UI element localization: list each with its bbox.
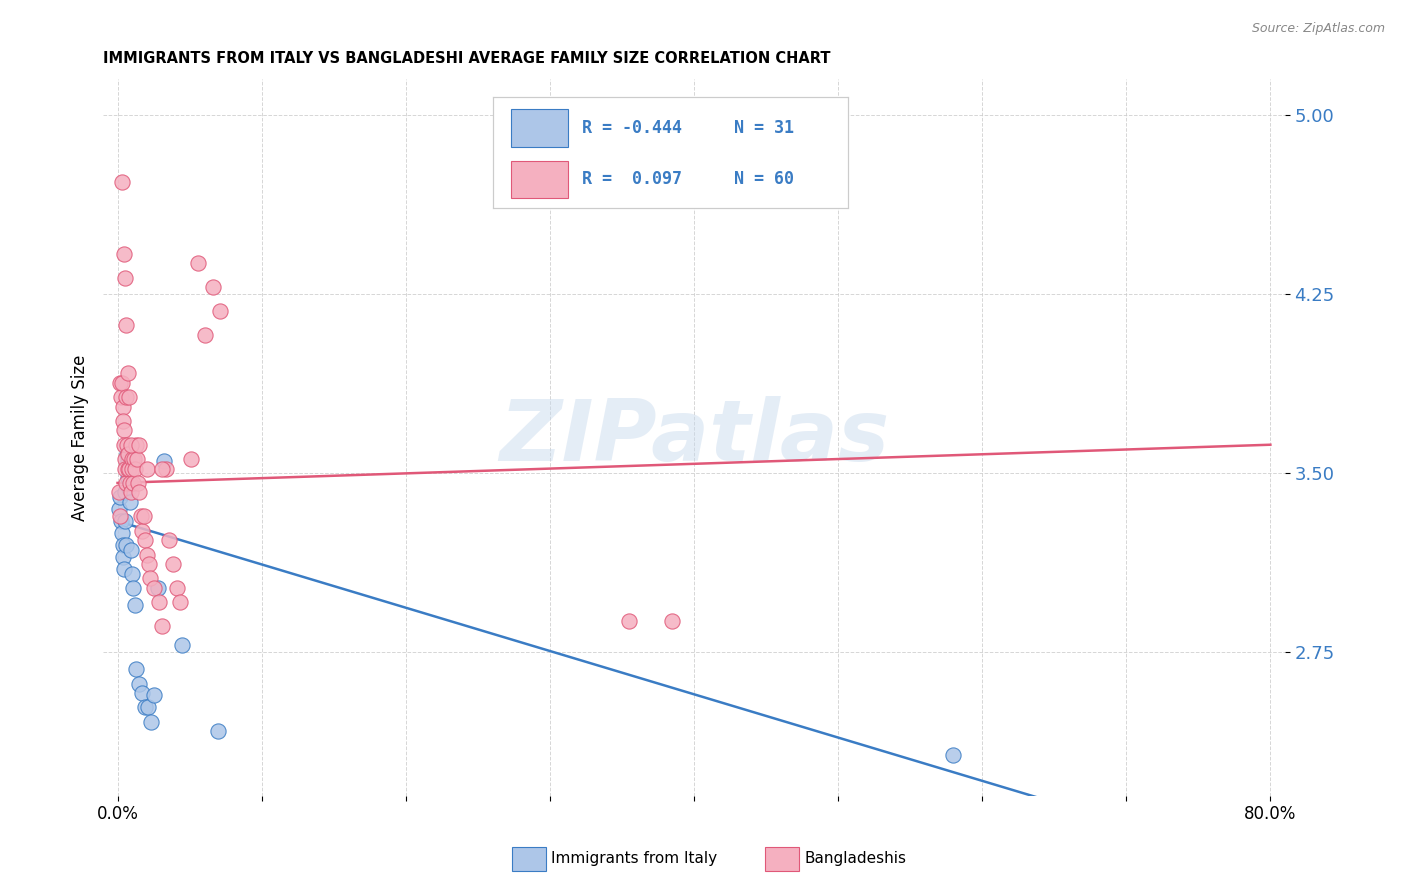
Point bbox=[117, 454, 139, 468]
Point bbox=[120, 438, 142, 452]
Point bbox=[117, 447, 139, 461]
Point bbox=[155, 461, 177, 475]
Point bbox=[110, 376, 132, 390]
Point bbox=[128, 485, 150, 500]
Point bbox=[117, 471, 139, 485]
Point bbox=[122, 581, 145, 595]
Point bbox=[617, 615, 640, 629]
Point bbox=[207, 724, 229, 739]
Text: Immigrants from Italy: Immigrants from Italy bbox=[551, 851, 717, 866]
Point bbox=[142, 689, 165, 703]
Point bbox=[110, 514, 132, 528]
Point bbox=[128, 438, 150, 452]
Point bbox=[131, 524, 153, 538]
Point bbox=[114, 461, 136, 475]
Point bbox=[111, 526, 134, 541]
Point bbox=[115, 538, 138, 552]
Point bbox=[131, 686, 153, 700]
Point bbox=[118, 481, 141, 495]
Point bbox=[121, 566, 143, 581]
Point bbox=[111, 414, 134, 428]
Point bbox=[111, 400, 134, 414]
Point bbox=[128, 676, 150, 690]
Point bbox=[120, 485, 142, 500]
Point bbox=[115, 447, 138, 461]
Point bbox=[120, 542, 142, 557]
Point bbox=[124, 438, 146, 452]
Point bbox=[143, 581, 166, 595]
Point bbox=[201, 280, 224, 294]
Point bbox=[118, 390, 141, 404]
Y-axis label: Average Family Size: Average Family Size bbox=[72, 354, 89, 521]
Point bbox=[187, 256, 209, 270]
Point bbox=[129, 509, 152, 524]
Point bbox=[114, 514, 136, 528]
Point bbox=[162, 557, 184, 571]
Point bbox=[134, 700, 156, 714]
Point bbox=[111, 376, 134, 390]
Point bbox=[122, 475, 145, 490]
Point bbox=[112, 549, 135, 564]
Point bbox=[152, 454, 174, 468]
Point bbox=[114, 270, 136, 285]
Point bbox=[194, 327, 217, 342]
Point bbox=[115, 475, 138, 490]
Point bbox=[139, 571, 162, 585]
Point bbox=[139, 714, 162, 729]
Point bbox=[117, 366, 139, 380]
Point bbox=[108, 485, 131, 500]
Point bbox=[136, 700, 159, 714]
Point bbox=[127, 475, 149, 490]
Point bbox=[110, 490, 132, 504]
Point bbox=[208, 304, 231, 318]
Point bbox=[136, 461, 159, 475]
Point bbox=[112, 246, 135, 260]
Point bbox=[942, 748, 965, 763]
Text: IMMIGRANTS FROM ITALY VS BANGLADESHI AVERAGE FAMILY SIZE CORRELATION CHART: IMMIGRANTS FROM ITALY VS BANGLADESHI AVE… bbox=[103, 51, 831, 66]
Point bbox=[121, 461, 143, 475]
Point bbox=[114, 438, 136, 452]
Point bbox=[112, 423, 135, 437]
Point bbox=[114, 485, 136, 500]
Point bbox=[150, 461, 173, 475]
Point bbox=[124, 598, 146, 612]
Point bbox=[138, 557, 160, 571]
Point bbox=[114, 452, 136, 467]
Point bbox=[112, 562, 135, 576]
Point bbox=[120, 475, 142, 490]
Point bbox=[148, 595, 170, 609]
Point bbox=[124, 461, 146, 475]
Point bbox=[169, 595, 191, 609]
Point bbox=[118, 495, 141, 509]
Point bbox=[117, 438, 139, 452]
Point bbox=[134, 533, 156, 548]
Point bbox=[111, 538, 134, 552]
Point bbox=[121, 452, 143, 467]
Point bbox=[166, 581, 188, 595]
Point bbox=[111, 175, 134, 189]
Point bbox=[150, 619, 173, 633]
Text: Source: ZipAtlas.com: Source: ZipAtlas.com bbox=[1251, 22, 1385, 36]
Point bbox=[132, 509, 155, 524]
Point bbox=[125, 662, 148, 676]
Point bbox=[172, 638, 194, 652]
Point bbox=[146, 581, 169, 595]
Point bbox=[115, 318, 138, 333]
Point bbox=[125, 452, 148, 467]
Point bbox=[122, 452, 145, 467]
Text: ZIPatlas: ZIPatlas bbox=[499, 396, 889, 479]
Point bbox=[108, 502, 131, 516]
Point bbox=[136, 548, 159, 562]
Point bbox=[110, 390, 132, 404]
Point bbox=[118, 461, 141, 475]
Text: Bangladeshis: Bangladeshis bbox=[804, 851, 907, 866]
Point bbox=[108, 509, 131, 524]
Point bbox=[157, 533, 180, 548]
Point bbox=[115, 390, 138, 404]
Point bbox=[661, 615, 683, 629]
Point bbox=[180, 452, 202, 467]
Point bbox=[117, 461, 139, 475]
